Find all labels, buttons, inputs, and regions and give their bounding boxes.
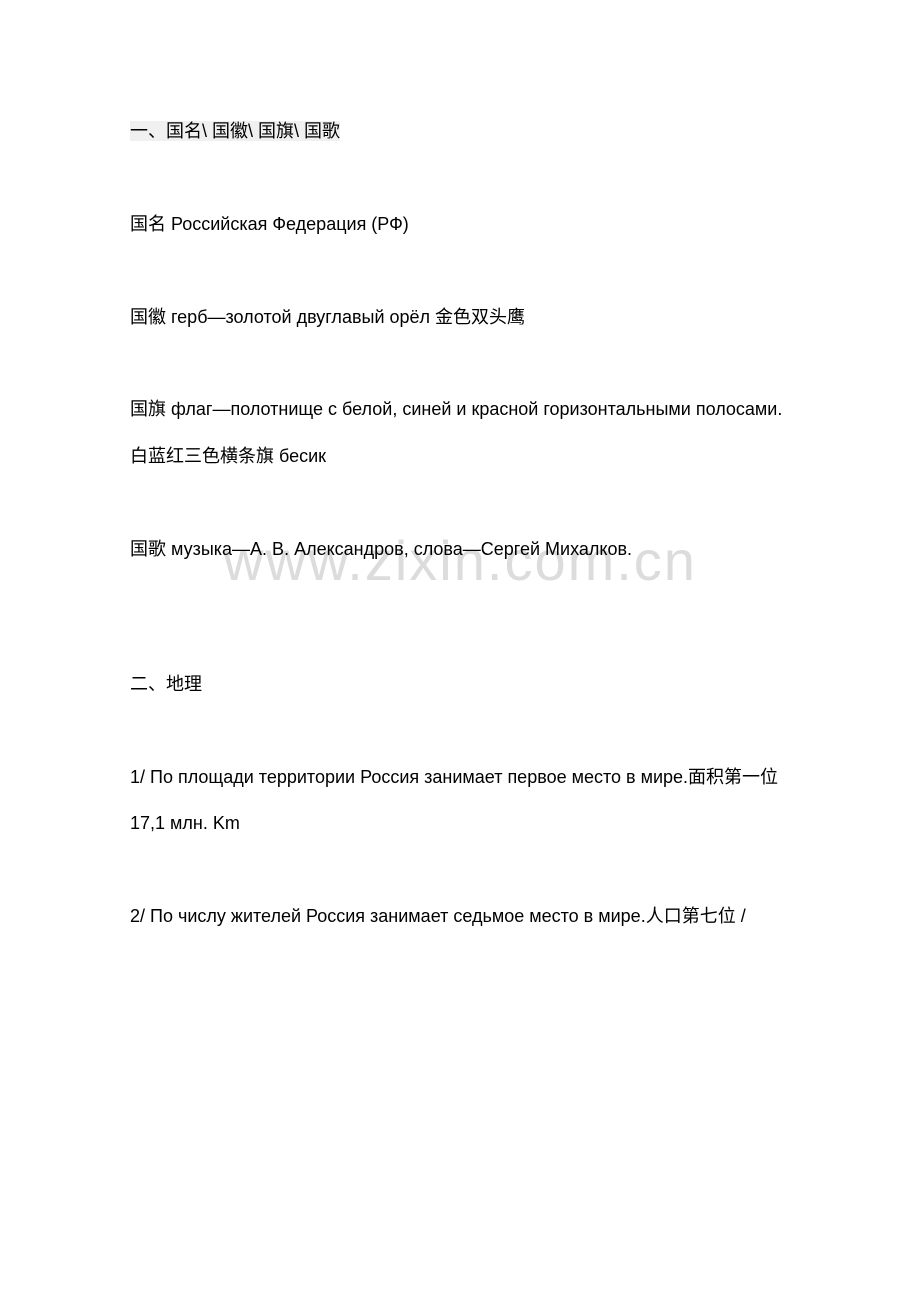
section2-line1: 1/ По площади территории Россия занимает… (130, 754, 790, 848)
section2-line2: 2/ По числу жителей Россия занимает седь… (130, 893, 790, 940)
document-content: 一、国名\ 国徽\ 国旗\ 国歌 国名 Российская Федерация… (130, 108, 790, 940)
section1-line2: 国徽 герб—золотой двуглавый орёл 金色双头鹰 (130, 294, 790, 341)
section1-title: 一、国名\ 国徽\ 国旗\ 国歌 (130, 108, 790, 155)
section2-title: 二、地理 (130, 661, 790, 708)
section1-line4: 国歌 музыка—А. В. Александров, слова—Серге… (130, 526, 790, 573)
section1-line1: 国名 Российская Федерация (РФ) (130, 201, 790, 248)
section1-line3: 国旗 флаг—полотнище с белой, синей и красн… (130, 386, 790, 480)
